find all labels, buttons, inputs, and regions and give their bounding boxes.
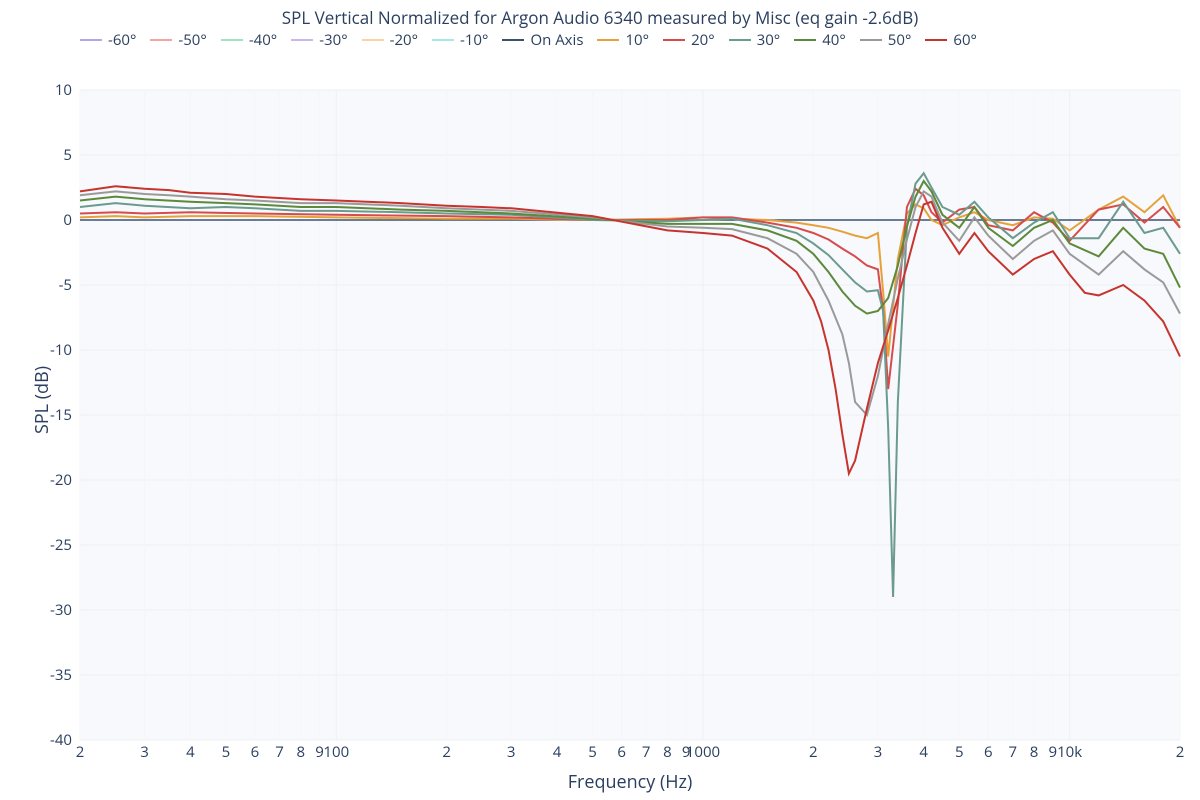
x-tick-label-minor: 9 [1049, 742, 1058, 762]
y-tick-label: -20 [22, 470, 72, 490]
y-tick-label: -15 [22, 405, 72, 425]
y-tick-label: -10 [22, 340, 72, 360]
y-tick-label: -35 [22, 665, 72, 685]
x-axis-label: Frequency (Hz) [80, 770, 1180, 794]
legend-label: -20° [390, 30, 418, 50]
legend-swatch [80, 39, 102, 41]
x-tick-label-major: 1000 [686, 742, 720, 762]
y-tick-label: 10 [22, 80, 72, 100]
x-tick-label-minor: 8 [663, 742, 672, 762]
x-tick-label-minor: 4 [553, 742, 562, 762]
legend-item[interactable]: -20° [362, 30, 418, 50]
legend-item[interactable]: -30° [291, 30, 347, 50]
legend-item[interactable]: -50° [150, 30, 206, 50]
x-tick-label-minor: 2 [76, 742, 85, 762]
legend-swatch [362, 39, 384, 41]
x-tick-label-minor: 8 [1030, 742, 1039, 762]
legend-label: 20° [691, 30, 715, 50]
legend-label: -60° [108, 30, 136, 50]
x-tick-label-minor: 6 [251, 742, 260, 762]
x-tick-label-minor: 5 [955, 742, 964, 762]
legend: -60° -50° -40° -30° -20° -10° On Axis 10° 20° 30°… [80, 30, 1180, 50]
y-tick-label: 5 [22, 145, 72, 165]
x-tick-label-minor: 3 [874, 742, 883, 762]
y-tick-label: 0 [22, 210, 72, 230]
x-tick-label-major: 10k [1057, 742, 1082, 762]
legend-item[interactable]: -10° [432, 30, 488, 50]
legend-item[interactable]: 10° [597, 30, 649, 50]
x-tick-label-minor: 7 [275, 742, 284, 762]
legend-swatch [150, 39, 172, 41]
legend-label: -50° [178, 30, 206, 50]
x-tick-label-minor: 9 [315, 742, 324, 762]
x-tick-label-minor: 5 [588, 742, 597, 762]
legend-label: 40° [822, 30, 846, 50]
legend-label: 10° [625, 30, 649, 50]
x-tick-label-minor: 7 [642, 742, 651, 762]
legend-item[interactable]: 60° [925, 30, 977, 50]
legend-label: -10° [460, 30, 488, 50]
legend-label: -40° [249, 30, 277, 50]
x-tick-label-minor: 6 [617, 742, 626, 762]
legend-swatch [597, 39, 619, 41]
legend-swatch [432, 39, 454, 41]
legend-label: 60° [953, 30, 977, 50]
x-tick-label-minor: 6 [984, 742, 993, 762]
legend-swatch [291, 39, 313, 41]
legend-item[interactable]: -40° [221, 30, 277, 50]
legend-swatch [860, 39, 882, 41]
x-tick-label-minor: 4 [186, 742, 195, 762]
x-tick-label-minor: 2 [809, 742, 818, 762]
y-tick-label: -40 [22, 730, 72, 750]
legend-item[interactable]: On Axis [502, 30, 583, 50]
x-tick-label-minor: 4 [919, 742, 928, 762]
plot-area [80, 90, 1180, 740]
x-tick-label-minor: 5 [222, 742, 231, 762]
legend-item[interactable]: -60° [80, 30, 136, 50]
legend-swatch [221, 39, 243, 41]
legend-label: 30° [757, 30, 781, 50]
plot-svg [80, 90, 1180, 740]
legend-swatch [502, 39, 524, 41]
legend-swatch [925, 39, 947, 41]
x-tick-label-minor: 3 [507, 742, 516, 762]
legend-swatch [794, 39, 816, 41]
x-tick-label-minor: 9 [682, 742, 691, 762]
legend-label: -30° [319, 30, 347, 50]
legend-swatch [663, 39, 685, 41]
y-tick-label: -5 [22, 275, 72, 295]
legend-label: On Axis [530, 30, 583, 50]
legend-item[interactable]: 40° [794, 30, 846, 50]
legend-item[interactable]: 20° [663, 30, 715, 50]
legend-item[interactable]: 30° [729, 30, 781, 50]
x-tick-label-minor: 7 [1009, 742, 1018, 762]
legend-swatch [729, 39, 751, 41]
y-tick-label: -25 [22, 535, 72, 555]
x-tick-label-major: 100 [323, 742, 349, 762]
legend-label: 50° [888, 30, 912, 50]
x-tick-label-minor: 2 [442, 742, 451, 762]
x-tick-label-minor: 2 [1176, 742, 1185, 762]
x-tick-label-minor: 3 [140, 742, 149, 762]
y-tick-label: -30 [22, 600, 72, 620]
chart-title: SPL Vertical Normalized for Argon Audio … [0, 6, 1200, 29]
legend-item[interactable]: 50° [860, 30, 912, 50]
chart-root: SPL Vertical Normalized for Argon Audio … [0, 0, 1200, 800]
x-tick-label-minor: 8 [296, 742, 305, 762]
